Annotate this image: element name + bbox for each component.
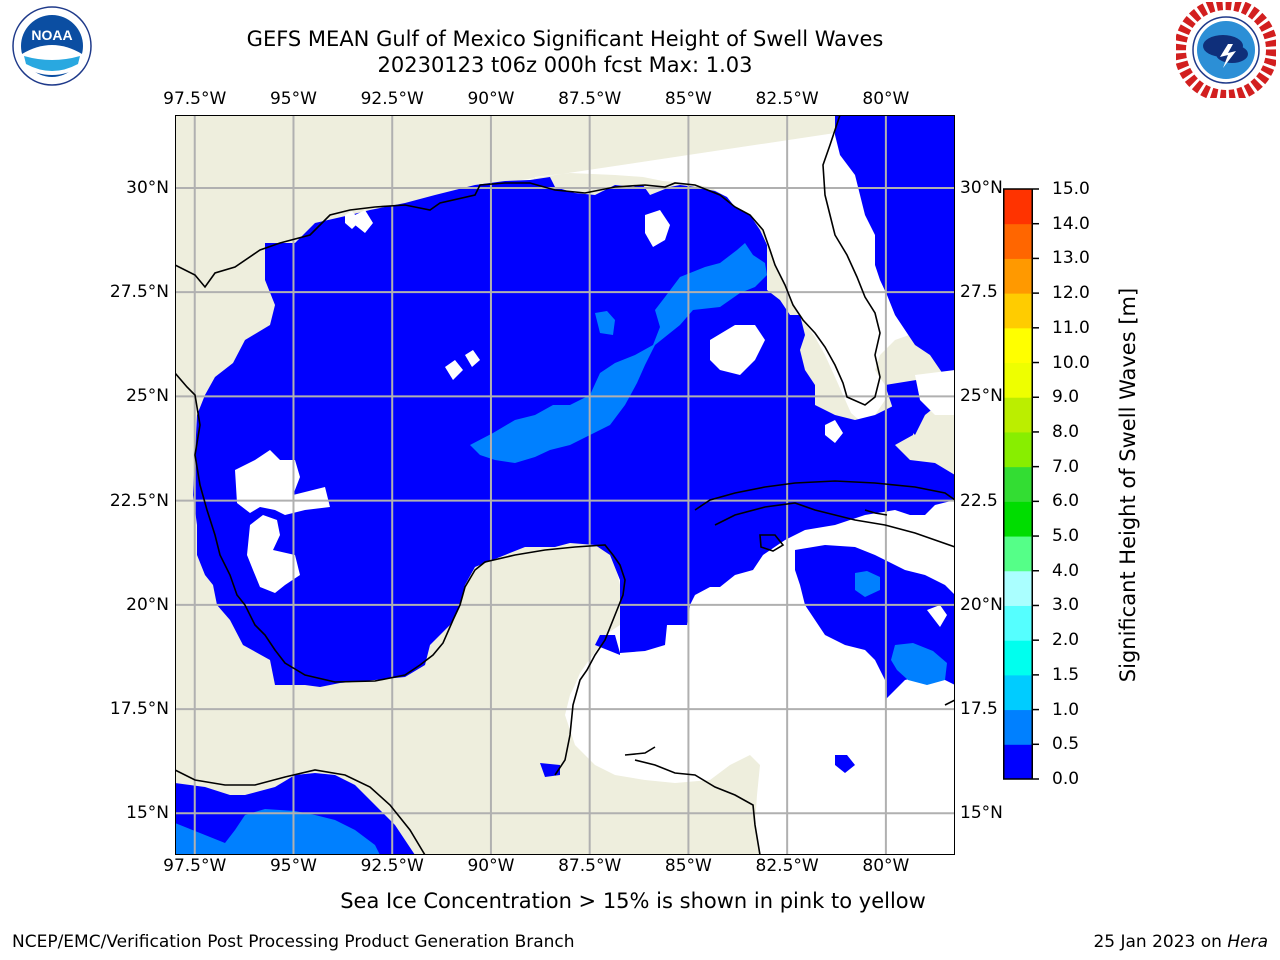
colorbar-segment-12 [1003,327,1033,364]
colorbar-segment-14 [1003,258,1033,294]
x-tick-bottom-3: 90°W [467,856,515,876]
nodata-patch-6 [465,350,480,367]
colorbar [1003,188,1039,780]
nodata-patch-5 [445,360,463,380]
colorbar-tick-15: 13.0 [1052,248,1090,269]
colorbar-segment-1 [1003,709,1033,745]
colorbar-tick-14: 12.0 [1052,283,1090,304]
y-tick-left-2: 25°N [126,386,169,407]
colorbar-tick-17: 15.0 [1052,179,1090,199]
footer-host: Hera [1227,932,1268,952]
y-tick-left-1: 27.5°N [109,282,169,303]
y-tick-right-6: 15°N [960,803,1003,824]
swell-field-0.5-1-caribbean-2 [855,571,880,597]
swell-field-atlantic [835,115,955,377]
swell-field-0.5-1-blob [595,311,615,335]
y-tick-left-4: 20°N [126,594,169,615]
nodata-patch-4 [345,211,360,229]
swell-field-0.5-1-pacific [175,809,380,855]
colorbar-tick-4: 2.0 [1052,630,1080,651]
nodata-patch-2 [247,515,300,593]
colorbar-segment-10 [1003,397,1033,433]
footer-producer: NCEP/EMC/Verification Post Processing Pr… [12,932,575,952]
swell-field-0.5-1-caribbean [891,643,947,685]
colorbar-segment-2 [1003,674,1033,711]
x-tick-top-4: 87.5°W [558,89,622,109]
nodata-patch-7 [645,210,670,247]
nodata-patch-1 [235,450,330,515]
colorbar-segment-4 [1003,605,1033,641]
colorbar-segment-8 [1003,466,1033,502]
colorbar-tick-16: 14.0 [1052,213,1090,234]
footer-date: 25 Jan 2023 on Hera [1093,932,1268,952]
colorbar-tick-8: 6.0 [1052,491,1080,512]
colorbar-segment-6 [1003,536,1033,572]
colorbar-segment-13 [1003,293,1033,329]
nodata-patch-9 [825,420,843,443]
coastlines [175,115,955,855]
colorbar-tick-11: 9.0 [1052,387,1080,408]
y-tick-right-0: 30°N [960,177,1003,198]
swell-field-small-blob [835,755,855,773]
y-tick-left-5: 17.5°N [109,699,169,720]
y-tick-left-3: 22.5°N [109,490,169,511]
colorbar-segment-7 [1003,501,1033,537]
nodata-patch-10 [915,370,955,415]
y-tick-left-0: 30°N [126,177,169,198]
x-tick-top-7: 80°W [862,89,910,109]
colorbar-tick-6: 4.0 [1052,560,1080,581]
colorbar-segment-16 [1003,189,1033,225]
colorbar-tick-9: 7.0 [1052,456,1080,477]
x-tick-bottom-5: 85°W [664,856,712,876]
y-tick-right-1: 27.5 [960,282,998,303]
x-tick-top-5: 85°W [664,89,712,109]
nodata-patch-8 [710,325,765,375]
y-tick-right-4: 20°N [960,594,1003,615]
colorbar-tick-13: 11.0 [1052,317,1090,338]
x-tick-top-2: 92.5°W [360,89,424,109]
colorbar-segment-3 [1003,640,1033,676]
x-tick-bottom-0: 97.5°W [163,856,227,876]
water-region-white [475,115,955,855]
x-tick-top-0: 97.5°W [163,89,227,109]
colorbar-segment-9 [1003,431,1033,468]
colorbar-segment-11 [1003,362,1033,398]
gulf-of-mexico-map [175,115,955,855]
nodata-patch-11 [927,605,947,627]
colorbar-frame [1003,188,1033,780]
noaa-logo: NOAA [12,6,92,86]
y-tick-right-2: 25°N [960,386,1003,407]
y-tick-right-3: 22.5 [960,490,998,511]
svg-text:NOAA: NOAA [31,27,72,43]
x-tick-top-6: 82.5°W [755,89,819,109]
chart-title: GEFS MEAN Gulf of Mexico Significant Hei… [246,27,884,51]
y-tick-right-5: 17.5 [960,699,998,720]
chart-subtitle-forecast: 20230123 t06z 000h fcst Max: 1.03 [377,53,753,77]
colorbar-tick-2: 1.0 [1052,699,1080,720]
colorbar-tick-12: 10.0 [1052,352,1090,373]
colorbar-segment-15 [1003,223,1033,259]
colorbar-label: Significant Height of Swell Waves [m] [1116,287,1140,683]
y-tick-left-6: 15°N [126,803,169,824]
x-tick-bottom-4: 87.5°W [558,856,622,876]
swell-field-honduras-blob [540,763,560,777]
colorbar-tick-10: 8.0 [1052,421,1080,442]
sea-ice-note: Sea Ice Concentration > 15% is shown in … [340,889,926,913]
colorbar-tick-7: 5.0 [1052,526,1080,547]
colorbar-tick-3: 1.5 [1052,664,1080,685]
x-tick-bottom-6: 82.5°W [755,856,819,876]
colorbar-segment-5 [1003,570,1033,606]
x-tick-top-1: 95°W [269,89,317,109]
x-tick-top-3: 90°W [467,89,515,109]
x-tick-bottom-7: 80°W [862,856,910,876]
colorbar-segment-0 [1003,744,1033,780]
colorbar-tick-0: 0.0 [1052,769,1080,789]
nws-logo [1176,2,1276,98]
nodata-patch-3 [355,210,373,233]
colorbar-tick-5: 3.0 [1052,595,1080,616]
colorbar-tick-1: 0.5 [1052,734,1080,755]
x-tick-bottom-2: 92.5°W [360,856,424,876]
x-tick-bottom-1: 95°W [269,856,317,876]
swell-field-0.5-1-central [470,243,767,463]
